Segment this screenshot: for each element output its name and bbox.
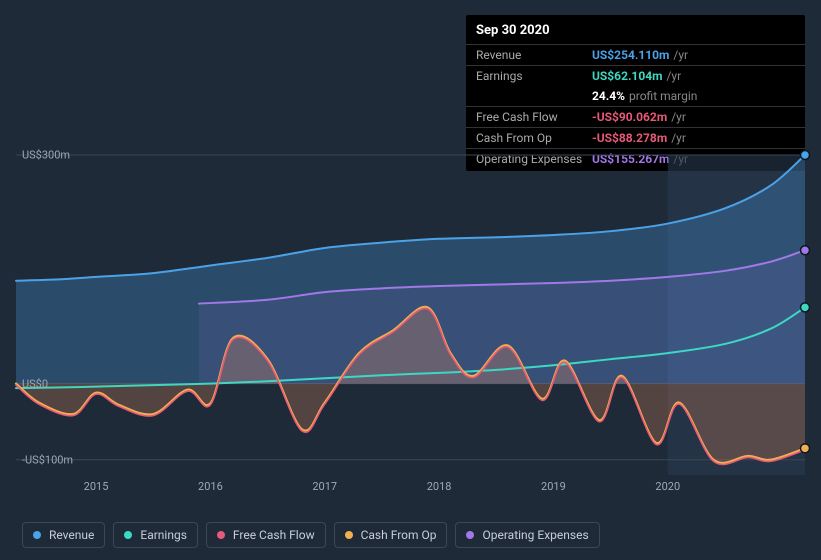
- legend-item-earnings[interactable]: Earnings: [113, 522, 198, 548]
- legend-dot: [124, 531, 132, 539]
- legend-dot: [466, 531, 474, 539]
- x-axis-label: 2016: [198, 480, 223, 493]
- tooltip-value: -US$90.062m: [592, 110, 667, 124]
- x-axis-label: 2018: [427, 480, 452, 493]
- tooltip-value: US$62.104m: [592, 69, 662, 83]
- legend-label: Free Cash Flow: [233, 528, 315, 542]
- legend-label: Cash From Op: [361, 528, 437, 542]
- tooltip-row-revenue: Revenue US$254.110m /yr: [466, 44, 805, 65]
- legend-item-cfo[interactable]: Cash From Op: [334, 522, 448, 548]
- x-axis-label: 2019: [541, 480, 566, 493]
- tooltip-date: Sep 30 2020: [466, 19, 805, 44]
- tooltip-value: 24.4%: [592, 89, 625, 103]
- tooltip-unit: /yr: [671, 131, 686, 145]
- x-axis-label: 2015: [84, 480, 109, 493]
- x-axis-label: 2017: [312, 480, 337, 493]
- chart-svg: [16, 155, 805, 475]
- tooltip-row-cfo: Cash From Op -US$88.278m /yr: [466, 127, 805, 148]
- x-axis-label: 2020: [655, 480, 680, 493]
- tooltip-row-margin: 24.4% profit margin: [466, 86, 805, 106]
- tooltip-row-earnings: Earnings US$62.104m /yr: [466, 65, 805, 86]
- y-axis-label: US$0: [22, 377, 48, 390]
- tooltip-label: Earnings: [476, 69, 592, 83]
- legend-label: Revenue: [49, 528, 94, 542]
- tooltip-label: Free Cash Flow: [476, 110, 592, 124]
- tooltip-sub: profit margin: [629, 89, 697, 103]
- chart-area[interactable]: US$300mUS$0-US$100m201520162017201820192…: [16, 155, 805, 495]
- tooltip-value: US$254.110m: [592, 48, 669, 62]
- legend: Revenue Earnings Free Cash Flow Cash Fro…: [22, 522, 600, 548]
- tooltip-panel: Sep 30 2020 Revenue US$254.110m /yr Earn…: [466, 15, 805, 171]
- legend-dot: [217, 531, 225, 539]
- tooltip-unit: /yr: [666, 69, 681, 83]
- tooltip-unit: /yr: [673, 48, 688, 62]
- tooltip-unit: /yr: [671, 110, 686, 124]
- y-axis-label: US$300m: [22, 149, 70, 162]
- legend-item-revenue[interactable]: Revenue: [22, 522, 105, 548]
- legend-dot: [345, 531, 353, 539]
- legend-item-opex[interactable]: Operating Expenses: [455, 522, 599, 548]
- tooltip-label: Revenue: [476, 48, 592, 62]
- tooltip-row-fcf: Free Cash Flow -US$90.062m /yr: [466, 106, 805, 127]
- legend-label: Earnings: [140, 528, 187, 542]
- tooltip-value: -US$88.278m: [592, 131, 667, 145]
- legend-item-fcf[interactable]: Free Cash Flow: [206, 522, 326, 548]
- legend-dot: [33, 531, 41, 539]
- tooltip-label: Cash From Op: [476, 131, 592, 145]
- y-axis-label: -US$100m: [22, 453, 73, 466]
- legend-label: Operating Expenses: [482, 528, 588, 542]
